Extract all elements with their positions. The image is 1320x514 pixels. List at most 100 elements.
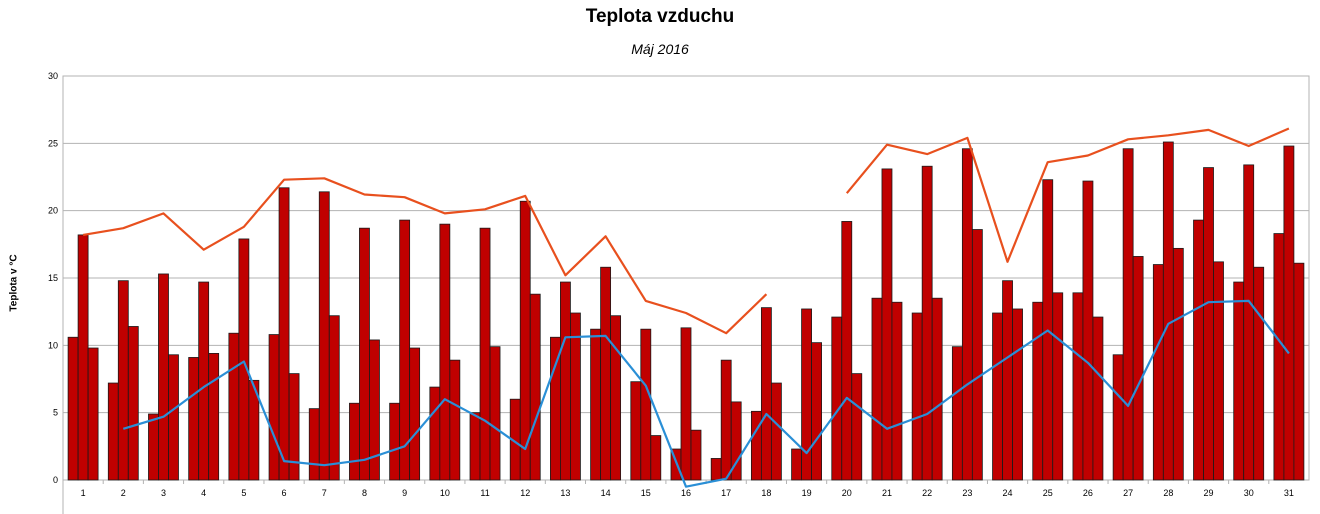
bar xyxy=(429,386,441,481)
bar xyxy=(1253,266,1265,481)
y-tick-label: 0 xyxy=(53,475,58,485)
bar xyxy=(1273,233,1285,481)
bar xyxy=(851,373,863,481)
bar xyxy=(117,280,129,481)
y-tick-label: 15 xyxy=(48,273,58,283)
x-tick-label: 6 xyxy=(282,488,287,498)
x-tick-label: 14 xyxy=(601,488,611,498)
x-tick-label: 31 xyxy=(1284,488,1294,498)
x-tick-label: 12 xyxy=(520,488,530,498)
bar xyxy=(720,359,732,481)
bar xyxy=(369,339,380,481)
bar xyxy=(529,293,541,481)
bar xyxy=(1002,280,1013,481)
bar xyxy=(148,413,159,481)
bar xyxy=(389,402,401,481)
bar xyxy=(308,408,320,481)
bar xyxy=(630,381,642,481)
bar xyxy=(560,281,571,481)
bar xyxy=(248,379,260,481)
series-line xyxy=(845,127,1290,263)
bar xyxy=(1152,264,1164,481)
x-tick-label: 13 xyxy=(560,488,570,498)
bar xyxy=(489,346,501,481)
x-tick-label: 28 xyxy=(1163,488,1173,498)
bar xyxy=(550,336,561,481)
series-line xyxy=(122,299,1290,488)
y-tick-label: 30 xyxy=(48,71,58,81)
bar xyxy=(1243,164,1255,481)
bar xyxy=(278,187,290,481)
bar xyxy=(600,266,612,481)
x-tick-label: 7 xyxy=(322,488,327,498)
x-tick-label: 4 xyxy=(201,488,206,498)
x-tick-label: 8 xyxy=(362,488,367,498)
bar xyxy=(811,342,822,481)
bar xyxy=(1172,247,1184,481)
x-tick-label: 15 xyxy=(641,488,651,498)
bar xyxy=(1162,141,1174,481)
bar xyxy=(1132,256,1144,481)
bar xyxy=(349,402,360,481)
bar xyxy=(449,359,461,481)
bar xyxy=(158,273,169,481)
bar xyxy=(67,336,79,481)
bar xyxy=(318,191,330,481)
x-tick-label: 18 xyxy=(761,488,771,498)
bar xyxy=(1213,261,1224,481)
bar xyxy=(359,227,370,481)
bar xyxy=(1072,292,1084,481)
bar xyxy=(1092,316,1104,481)
x-tick-label: 11 xyxy=(480,488,489,498)
bar xyxy=(409,347,421,481)
bar xyxy=(107,382,119,481)
y-tick-label: 5 xyxy=(53,408,58,418)
bar xyxy=(710,458,722,481)
x-tick-label: 2 xyxy=(121,488,126,498)
bar xyxy=(690,429,702,481)
x-tick-label: 30 xyxy=(1244,488,1254,498)
bar xyxy=(680,327,692,481)
bar xyxy=(841,221,853,481)
bar xyxy=(1032,301,1044,481)
bar xyxy=(871,297,883,481)
bar xyxy=(1233,281,1245,481)
bar xyxy=(831,316,843,481)
bar xyxy=(469,412,481,481)
bar xyxy=(1193,219,1204,481)
bar xyxy=(198,281,210,481)
bar xyxy=(268,334,280,481)
bar xyxy=(891,301,903,481)
bar xyxy=(770,382,782,481)
x-tick-label: 9 xyxy=(402,488,407,498)
bar xyxy=(228,332,240,481)
x-tick-label: 21 xyxy=(882,488,892,498)
bar xyxy=(610,315,622,481)
bar xyxy=(730,401,742,481)
bar xyxy=(1283,145,1295,481)
x-tick-label: 16 xyxy=(681,488,691,498)
x-tick-label: 25 xyxy=(1043,488,1053,498)
bar xyxy=(971,229,983,481)
bar xyxy=(760,307,772,481)
bar xyxy=(750,410,762,481)
bar xyxy=(1293,262,1305,481)
bar xyxy=(801,308,812,481)
bar xyxy=(188,357,200,481)
x-tick-label: 20 xyxy=(842,488,852,498)
bar xyxy=(911,312,923,481)
x-tick-label: 23 xyxy=(962,488,972,498)
x-tick-label: 22 xyxy=(922,488,932,498)
x-tick-label: 29 xyxy=(1204,488,1214,498)
bar xyxy=(1122,148,1134,481)
x-tick-label: 1 xyxy=(81,488,86,498)
y-tick-label: 20 xyxy=(48,206,58,216)
x-tick-label: 27 xyxy=(1123,488,1133,498)
x-tick-label: 10 xyxy=(440,488,450,498)
bar xyxy=(881,168,893,481)
bar xyxy=(127,326,139,481)
bar xyxy=(921,165,933,481)
series-line xyxy=(82,177,768,335)
x-tick-label: 19 xyxy=(802,488,812,498)
